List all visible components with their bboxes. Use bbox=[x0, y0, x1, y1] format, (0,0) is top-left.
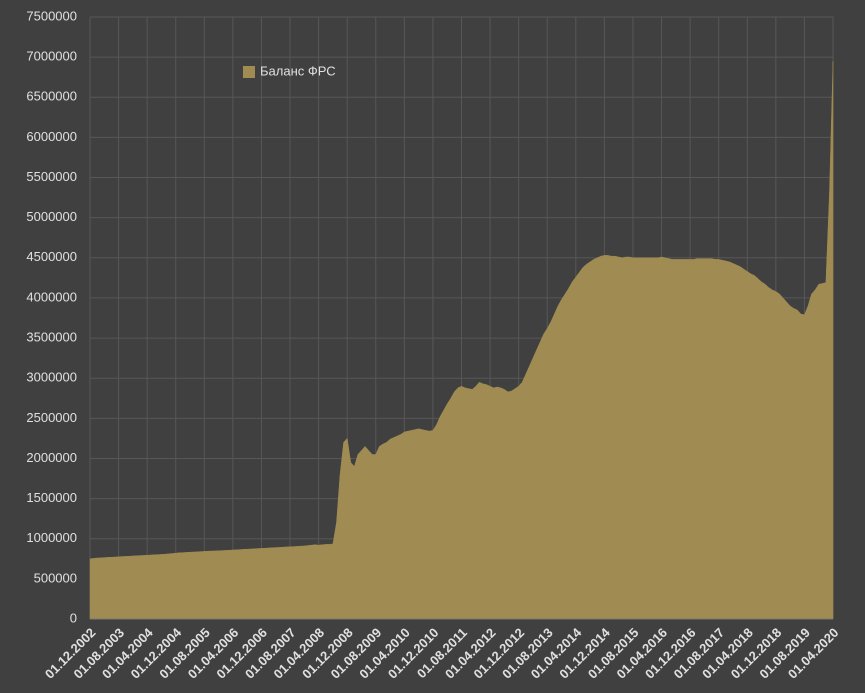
y-tick-label: 4500000 bbox=[26, 249, 77, 264]
y-tick-label: 3000000 bbox=[26, 370, 77, 385]
y-tick-label: 0 bbox=[70, 610, 77, 625]
y-tick-label: 500000 bbox=[34, 570, 77, 585]
y-tick-label: 6000000 bbox=[26, 129, 77, 144]
y-tick-label: 5000000 bbox=[26, 209, 77, 224]
y-tick-label: 5500000 bbox=[26, 169, 77, 184]
y-tick-label: 1500000 bbox=[26, 490, 77, 505]
y-tick-label: 2500000 bbox=[26, 410, 77, 425]
legend-label: Баланс ФРС bbox=[260, 63, 336, 78]
y-tick-label: 7500000 bbox=[26, 8, 77, 23]
y-tick-label: 4000000 bbox=[26, 289, 77, 304]
area bbox=[89, 61, 834, 620]
y-tick-label: 3500000 bbox=[26, 330, 77, 345]
y-tick-label: 1000000 bbox=[26, 530, 77, 545]
y-tick-label: 6500000 bbox=[26, 89, 77, 104]
legend-swatch bbox=[243, 66, 255, 78]
y-tick-label: 7000000 bbox=[26, 49, 77, 64]
y-tick-label: 2000000 bbox=[26, 450, 77, 465]
